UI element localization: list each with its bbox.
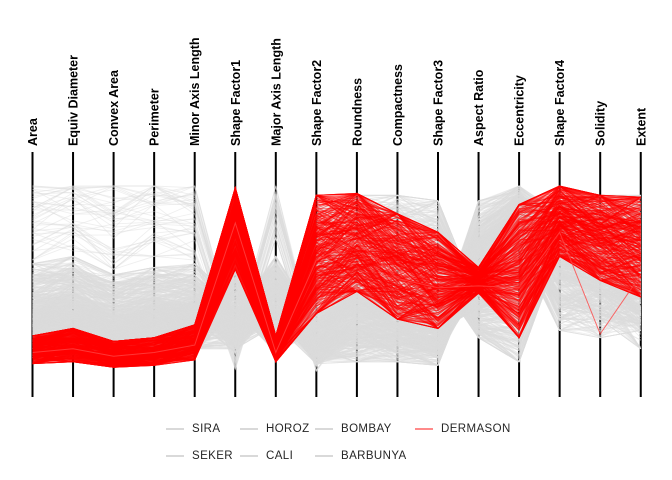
axis-label-compactness: Compactness [391,64,405,146]
axis-label-shape-factor4: Shape Factor4 [553,60,567,146]
axis-label-area: Area [26,117,40,146]
axis-label-equiv-diameter: Equiv Diameter [67,55,81,146]
axis-label-shape-factor2: Shape Factor2 [310,60,324,146]
axis-label-solidity: Solidity [594,101,608,146]
axis-label-shape-factor3: Shape Factor3 [432,60,446,146]
axis-labels: Area Equiv Diameter Convex Area Perimeter Mi… [26,37,648,146]
axis-label-shape-factor1: Shape Factor1 [229,60,243,146]
axis-label-major-axis-length: Major Axis Length [269,38,283,146]
outlier-line-dermason [32,221,642,357]
axis-label-extent: Extent [634,107,648,146]
axis-label-minor-axis-length: Minor Axis Length [188,37,202,146]
axis-label-aspect-ratio: Aspect Ratio [472,69,486,146]
axis-label-convex-area: Convex Area [107,69,121,146]
axis-label-eccentricity: Eccentricity [513,75,527,146]
series-dermason [32,185,642,368]
axis-label-perimeter: Perimeter [148,88,162,146]
axis-label-roundness: Roundness [350,78,364,146]
